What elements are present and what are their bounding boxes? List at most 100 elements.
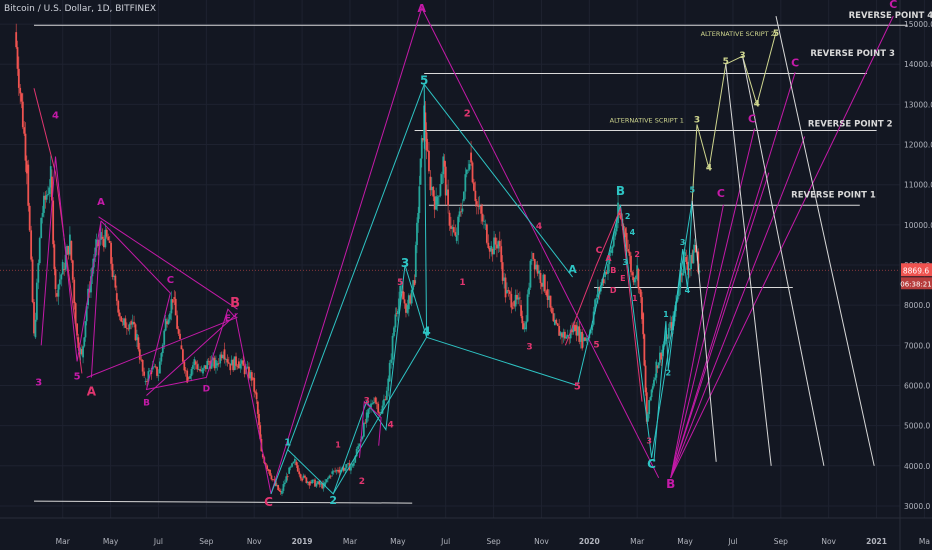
candle-body — [367, 409, 370, 418]
candle-body — [141, 359, 144, 372]
candle-body — [637, 269, 640, 289]
candle-body — [174, 298, 177, 316]
candle-body — [639, 289, 642, 298]
candle-body — [584, 337, 586, 341]
wave-1-5-new — [653, 200, 693, 462]
candle-body — [288, 467, 291, 474]
candle-body — [274, 480, 277, 486]
candle-body — [451, 227, 454, 229]
abc-top-line — [423, 83, 573, 278]
candle-body — [21, 101, 24, 128]
candle-body — [438, 195, 440, 197]
candle-body — [543, 274, 546, 292]
candle-body — [319, 483, 322, 485]
candle-body — [651, 386, 654, 390]
candle-body — [281, 490, 283, 494]
candle-body — [462, 191, 465, 201]
candle-body — [24, 133, 27, 161]
wave-label: A — [87, 385, 97, 399]
candle-body — [538, 270, 540, 274]
candle-body — [199, 369, 202, 372]
candle-body — [16, 47, 19, 69]
candle-body — [659, 352, 661, 363]
candle-body — [381, 405, 384, 414]
candle-body — [105, 229, 108, 237]
projection-line — [725, 64, 772, 466]
candle-body — [494, 237, 497, 245]
wave-label: C — [264, 495, 273, 509]
y-tick-label: 7000.0 — [904, 341, 930, 350]
candle-body — [461, 208, 464, 212]
candle-body — [276, 485, 278, 486]
candle-body — [166, 321, 168, 325]
y-tick-label: 11000.0 — [904, 181, 932, 190]
candle-body — [645, 392, 648, 422]
wave-label: D — [203, 385, 210, 395]
candle-body — [130, 321, 133, 325]
candle-body — [644, 365, 647, 393]
fan-line — [670, 204, 724, 478]
candle-body — [413, 280, 416, 285]
candle-body — [123, 318, 125, 326]
candle-body — [582, 337, 585, 342]
candle-body — [686, 261, 689, 270]
candle-body — [31, 259, 34, 303]
candle-body — [559, 332, 562, 336]
abc-bottom-line — [426, 336, 578, 386]
candle-body — [666, 337, 669, 339]
impulse-channel-top — [287, 84, 425, 450]
candle-body — [458, 211, 461, 217]
candle-body — [694, 244, 697, 253]
candle-body — [519, 297, 521, 299]
candle-body — [657, 362, 660, 369]
candle-body — [301, 478, 303, 481]
candle-body — [605, 271, 608, 274]
candle-body — [113, 275, 115, 277]
candle-body — [405, 303, 407, 313]
candle-body — [151, 366, 154, 370]
candle-body — [160, 353, 163, 362]
candle-body — [417, 212, 420, 223]
candle-body — [80, 349, 83, 355]
candle-body — [608, 252, 611, 265]
candle-body — [460, 211, 462, 213]
wave-label: 4 — [706, 164, 712, 174]
candle-body — [641, 297, 643, 320]
candle-body — [384, 399, 387, 401]
candle-body — [514, 294, 517, 307]
candle-body — [558, 325, 561, 336]
candle-body — [568, 337, 571, 339]
candle-body — [229, 363, 232, 371]
candle-body — [63, 269, 66, 270]
candle-body — [412, 280, 415, 290]
candle-body — [180, 345, 183, 350]
candle-body — [513, 301, 516, 307]
candle-body — [329, 475, 332, 477]
candle-body — [210, 360, 213, 369]
x-tick-label: Ma — [919, 537, 930, 546]
candle-body — [443, 160, 446, 167]
y-tick-label: 5000.0 — [904, 422, 930, 431]
candle-body — [338, 469, 341, 473]
candle-body — [256, 401, 259, 414]
candle-body — [688, 268, 691, 270]
wave-label: 3 — [35, 377, 42, 388]
candle-body — [84, 321, 87, 338]
candle-body — [164, 318, 167, 331]
candle-body — [345, 463, 348, 468]
candle-body — [100, 232, 102, 240]
candle-body — [638, 288, 641, 290]
candle-body — [420, 138, 423, 159]
candle-body — [282, 484, 285, 491]
candle-body — [391, 335, 394, 360]
candle-body — [624, 228, 627, 238]
candle-body — [242, 360, 245, 366]
wave-label: 2 — [329, 494, 337, 507]
x-tick-label: Nov — [534, 537, 549, 546]
candle-body — [564, 331, 566, 339]
candle-body — [259, 425, 262, 439]
candle-body — [69, 234, 71, 255]
candle-body — [520, 305, 523, 317]
